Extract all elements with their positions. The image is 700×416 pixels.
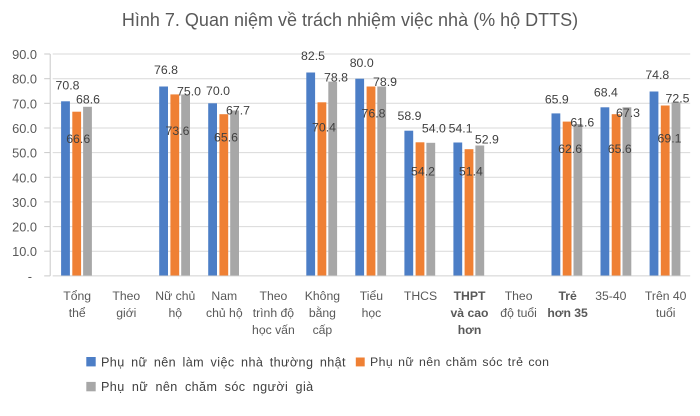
svg-text:độ tuổi: độ tuổi <box>500 306 537 320</box>
svg-text:68.4: 68.4 <box>594 86 618 100</box>
svg-text:thể: thể <box>69 306 86 320</box>
svg-text:54.0: 54.0 <box>422 122 446 136</box>
svg-text:Trên 40: Trên 40 <box>645 289 687 303</box>
svg-text:70.0: 70.0 <box>206 84 230 98</box>
svg-text:Theo: Theo <box>112 289 140 303</box>
svg-text:Theo: Theo <box>260 289 288 303</box>
svg-text:67.7: 67.7 <box>226 103 250 117</box>
svg-text:68.6: 68.6 <box>76 92 100 106</box>
svg-text:THPT: THPT <box>454 289 486 303</box>
svg-text:Nữ chủ: Nữ chủ <box>155 289 195 303</box>
svg-text:cấp: cấp <box>313 323 333 337</box>
svg-text:40.0: 40.0 <box>12 170 37 185</box>
svg-text:Phụ nữ nên làm việc nhà thường: Phụ nữ nên làm việc nhà thường nhật <box>101 356 346 370</box>
svg-text:78.8: 78.8 <box>324 71 348 85</box>
svg-text:10.0: 10.0 <box>12 244 37 259</box>
svg-text:Nam: Nam <box>211 289 237 303</box>
svg-text:học: học <box>362 306 382 320</box>
svg-text:THCS: THCS <box>404 289 437 303</box>
svg-text:74.8: 74.8 <box>645 68 669 82</box>
svg-text:chủ hộ: chủ hộ <box>206 306 243 320</box>
svg-text:Hình 7. Quan niệm về trách nhi: Hình 7. Quan niệm về trách nhiệm việc nh… <box>122 10 578 30</box>
svg-text:65.6: 65.6 <box>608 142 632 156</box>
svg-text:và cao: và cao <box>451 306 489 320</box>
svg-text:-: - <box>28 269 32 284</box>
svg-text:66.6: 66.6 <box>66 132 90 146</box>
svg-text:hộ: hộ <box>169 306 183 320</box>
svg-text:80.0: 80.0 <box>12 72 37 87</box>
svg-text:76.8: 76.8 <box>154 63 178 77</box>
svg-text:Phụ nữ nên chăm sóc người già: Phụ nữ nên chăm sóc người già <box>101 380 314 394</box>
svg-text:giới: giới <box>116 306 136 320</box>
svg-text:70.4: 70.4 <box>312 120 336 134</box>
svg-text:học vấn: học vấn <box>252 323 295 337</box>
svg-text:65.6: 65.6 <box>214 131 238 145</box>
svg-text:76.8: 76.8 <box>362 106 386 120</box>
svg-text:bằng: bằng <box>309 305 336 320</box>
svg-text:80.0: 80.0 <box>350 56 374 70</box>
svg-text:Trẻ: Trẻ <box>558 289 577 303</box>
svg-text:54.2: 54.2 <box>411 164 435 178</box>
svg-text:61.6: 61.6 <box>570 115 594 129</box>
svg-text:54.1: 54.1 <box>449 122 473 136</box>
svg-text:82.5: 82.5 <box>301 49 325 63</box>
svg-text:62.6: 62.6 <box>558 142 582 156</box>
svg-text:35-40: 35-40 <box>595 289 626 303</box>
svg-text:60.0: 60.0 <box>12 121 37 136</box>
svg-text:Tiểu: Tiểu <box>360 289 383 303</box>
svg-text:50.0: 50.0 <box>12 146 37 161</box>
svg-text:30.0: 30.0 <box>12 195 37 210</box>
svg-text:trình độ: trình độ <box>253 306 295 320</box>
svg-text:69.1: 69.1 <box>658 132 682 146</box>
svg-text:Tổng: Tổng <box>63 289 91 303</box>
svg-text:73.6: 73.6 <box>166 124 190 138</box>
svg-text:52.9: 52.9 <box>475 132 499 146</box>
svg-text:58.9: 58.9 <box>398 109 422 123</box>
svg-text:70.8: 70.8 <box>56 79 80 93</box>
svg-text:hơn 35: hơn 35 <box>547 306 588 320</box>
svg-text:65.9: 65.9 <box>545 93 569 107</box>
svg-text:72.5: 72.5 <box>666 92 690 106</box>
svg-text:Phụ nữ nên chăm sóc trẻ con: Phụ nữ nên chăm sóc trẻ con <box>370 355 549 369</box>
svg-text:67.3: 67.3 <box>616 106 640 120</box>
svg-text:Theo: Theo <box>505 289 533 303</box>
svg-text:70.0: 70.0 <box>12 96 37 111</box>
svg-text:Không: Không <box>305 289 340 303</box>
svg-text:tuổi: tuổi <box>656 306 676 320</box>
svg-text:78.9: 78.9 <box>373 75 397 89</box>
svg-text:20.0: 20.0 <box>12 220 37 235</box>
svg-text:hơn: hơn <box>458 323 482 337</box>
svg-text:51.4: 51.4 <box>459 164 483 178</box>
svg-text:90.0: 90.0 <box>12 47 37 62</box>
svg-text:75.0: 75.0 <box>177 85 201 99</box>
